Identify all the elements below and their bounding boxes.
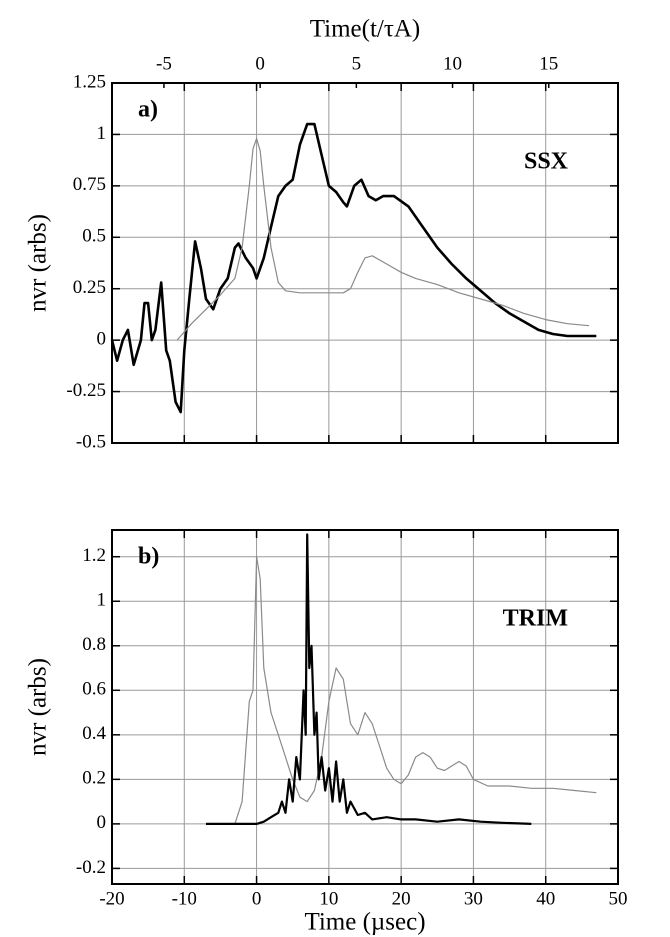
y-tick-label: 0.25 <box>73 277 106 298</box>
data-line <box>206 533 532 825</box>
x2-tick-label: 10 <box>443 53 462 74</box>
plot-frame <box>111 82 619 444</box>
x-tick-label: 20 <box>392 888 411 909</box>
y-tick-label: 0.8 <box>82 634 106 655</box>
x-tick-label: 50 <box>609 888 628 909</box>
y-tick-label: 1 <box>97 590 107 611</box>
y-tick-label: 0.6 <box>82 679 106 700</box>
x2-tick-label: 5 <box>352 53 362 74</box>
x-tick-label: -10 <box>172 888 197 909</box>
y-tick-label: 1 <box>97 123 107 144</box>
x-tick-label: -20 <box>99 888 124 909</box>
x2-tick-label: -5 <box>156 53 172 74</box>
y-tick-label: 0 <box>97 329 107 350</box>
x2-tick-label: 15 <box>539 53 558 74</box>
x-tick-label: 0 <box>252 888 262 909</box>
panel-label: a) <box>138 97 158 123</box>
data-line <box>110 122 597 414</box>
plot-frame <box>111 529 619 885</box>
y-tick-label: 0.2 <box>82 768 106 789</box>
x2-axis-title: Time(t/τA) <box>310 16 421 43</box>
y-tick-label: 0.75 <box>73 174 106 195</box>
annotation: TRIM <box>503 606 568 632</box>
y-tick-label: 0.4 <box>82 723 106 744</box>
data-line <box>234 556 597 825</box>
y-tick-label: -0.5 <box>76 431 106 452</box>
x-tick-label: 40 <box>536 888 555 909</box>
panel-label: b) <box>138 544 159 570</box>
y-tick-label: 0.5 <box>82 226 106 247</box>
y-axis-title: nvr (arbs) <box>25 658 52 756</box>
x-tick-label: 10 <box>319 888 338 909</box>
x-axis-title: Time (µsec) <box>304 909 425 936</box>
data-line <box>176 137 590 341</box>
annotation: SSX <box>524 149 569 175</box>
y-tick-label: -0.25 <box>66 380 106 401</box>
y-axis-title: nvr (arbs) <box>25 214 52 312</box>
x-tick-label: 30 <box>464 888 483 909</box>
y-tick-label: 1.2 <box>82 545 106 566</box>
y-tick-label: 0 <box>97 812 107 833</box>
y-tick-label: -0.2 <box>76 857 106 878</box>
x2-tick-label: 0 <box>255 53 265 74</box>
y-tick-label: 1.25 <box>73 71 106 92</box>
